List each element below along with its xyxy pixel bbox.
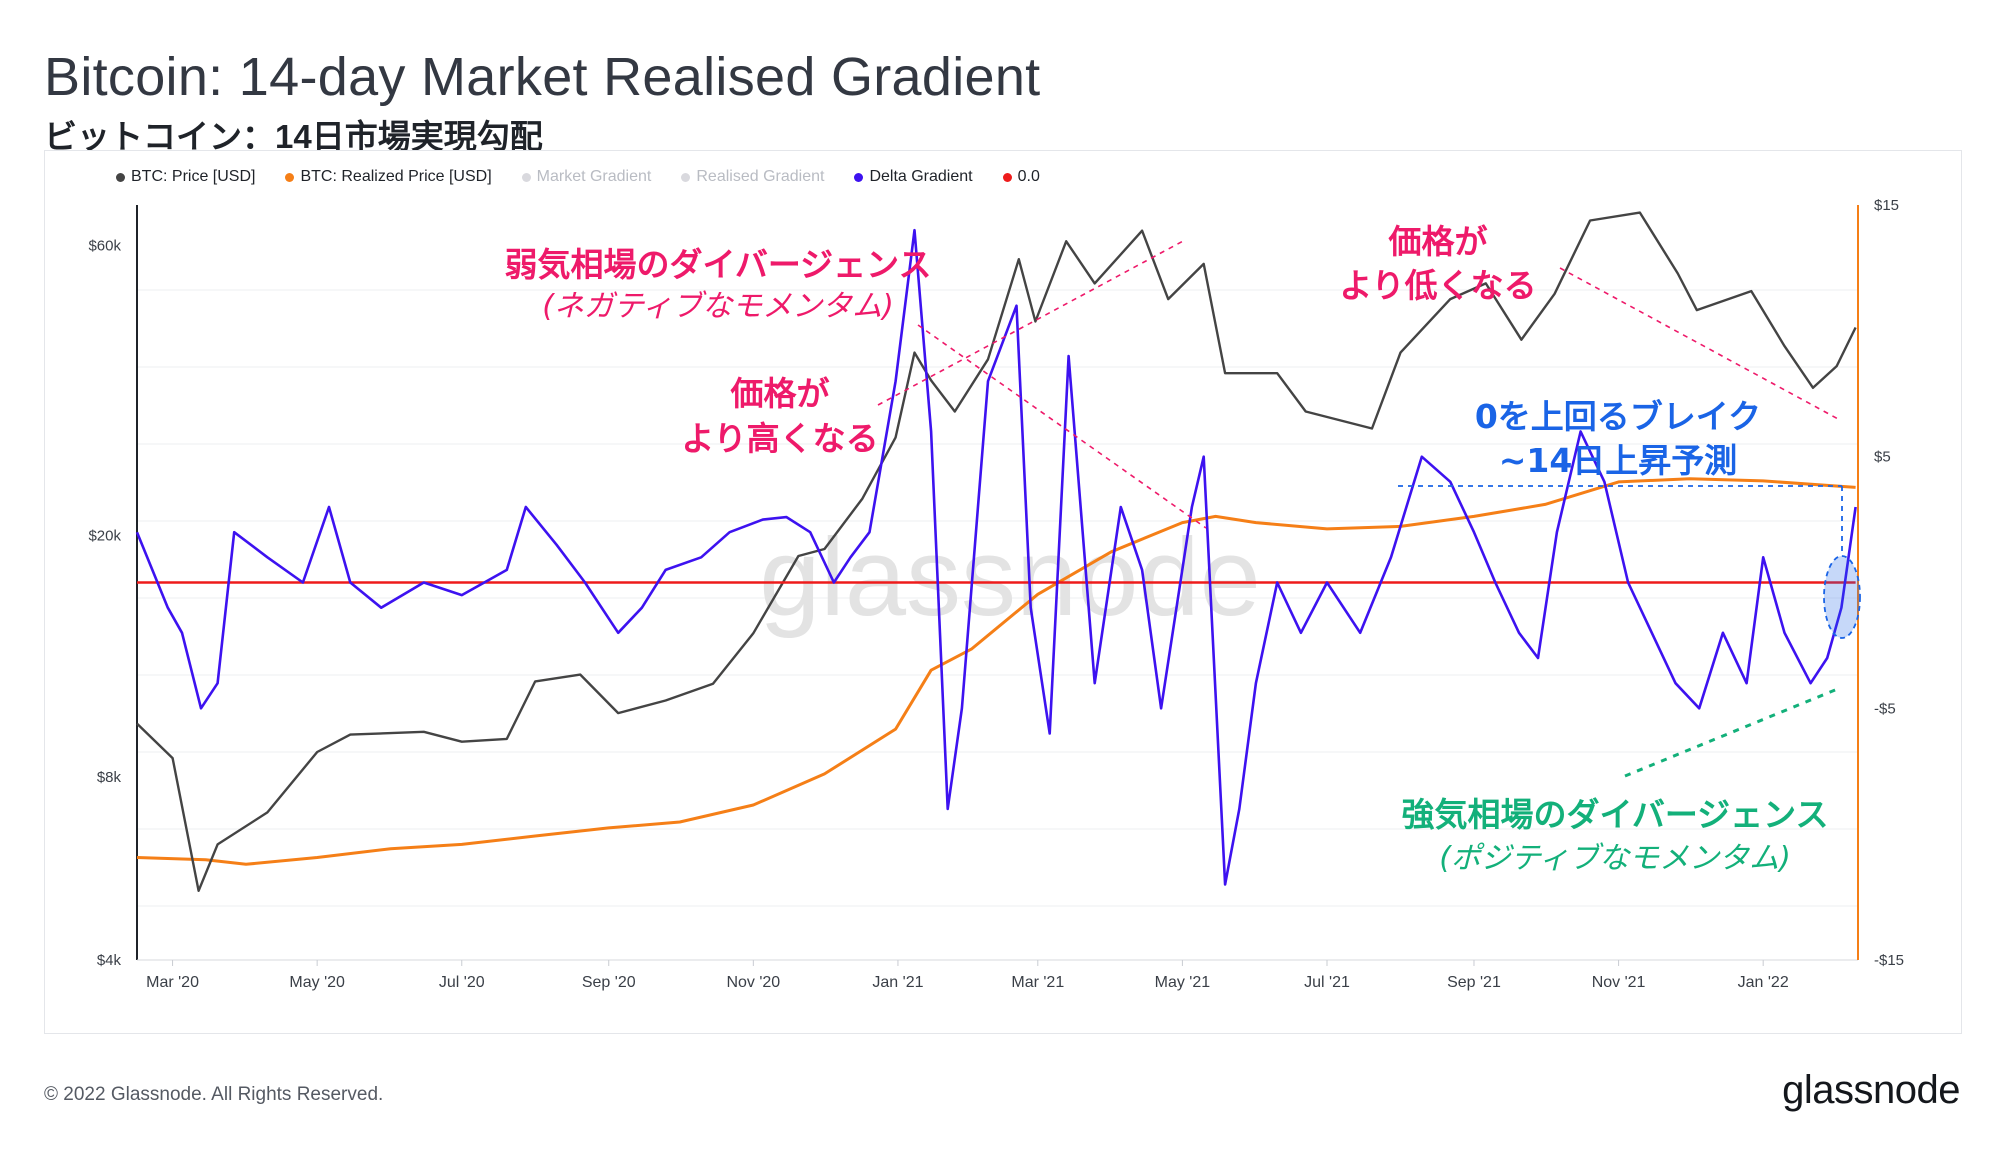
break-label-2: ~14日上昇予測 (1499, 441, 1738, 480)
copyright-footer: © 2022 Glassnode. All Rights Reserved. (44, 1084, 384, 1105)
x-tick-label: May '21 (1155, 974, 1211, 991)
bear-divergence-title: 弱気相場のダイバージェンス (504, 245, 931, 284)
y-right-tick-label: -$15 (1874, 952, 1904, 969)
legend: BTC: Price [USD] BTC: Realized Price [US… (116, 168, 1040, 186)
x-tick-label: Jul '20 (439, 974, 485, 991)
legend-item-realised-gradient[interactable]: Realised Gradient (681, 168, 824, 186)
y-right-tick-label: $15 (1874, 197, 1899, 214)
bear-divergence-subtitle: (ネガティブなモメンタム) (542, 289, 894, 324)
x-tick-label: Sep '21 (1447, 974, 1501, 991)
delta-gradient-line (135, 228, 1857, 886)
y-right-tick-label: $5 (1874, 449, 1891, 466)
x-tick-label: Mar '20 (146, 974, 199, 991)
realized-dot-icon (285, 172, 295, 182)
gridlines (137, 289, 1858, 907)
legend-label: Realised Gradient (696, 168, 825, 185)
chart-title: Bitcoin: 14-day Market Realised Gradient (44, 47, 1041, 107)
x-tick-label: Jul '21 (1304, 974, 1350, 991)
delta-lower-trend-line (917, 324, 1207, 529)
price-dot-icon (116, 172, 125, 182)
x-tick-label: Jan '21 (872, 974, 923, 991)
price-lower-trend-line (1559, 267, 1841, 421)
legend-item-zero[interactable]: 0.0 (1002, 168, 1040, 186)
x-tick-label: Jan '22 (1738, 974, 1789, 991)
realized-price-line (136, 477, 1856, 866)
price-lower-label-1: 価格が (1388, 222, 1488, 261)
break-label-1: 0を上回るブレイク (1475, 397, 1761, 436)
x-tick-label: May '20 (289, 974, 345, 991)
market-gradient-dot-icon (521, 172, 531, 182)
axes: Mar '20 May '20 Jul '20 Sep '20 Nov '20 Jan '… (88, 197, 1904, 991)
legend-label: Market Gradient (536, 168, 652, 185)
legend-label: BTC: Realized Price [USD] (300, 168, 492, 185)
bull-divergence-title: 強気相場のダイバージェンス (1401, 795, 1828, 834)
x-tick-label: Nov '21 (1592, 974, 1646, 991)
legend-label: Delta Gradient (869, 168, 973, 185)
legend-item-market-gradient[interactable]: Market Gradient (521, 168, 652, 186)
price-higher-trend-line (877, 239, 1186, 406)
chart-subtitle: ビットコイン：14日市場実現勾配 (44, 118, 543, 155)
legend-item-realized-price[interactable]: BTC: Realized Price [USD] (285, 168, 492, 186)
realised-gradient-dot-icon (681, 172, 691, 182)
price-line (136, 211, 1857, 892)
y-left-tick-label: $60k (88, 238, 121, 255)
x-tick-label: Sep '20 (582, 974, 636, 991)
y-left-tick-label: $8k (97, 769, 122, 786)
delta-dot-icon (854, 172, 864, 182)
price-higher-label-1: 価格が (730, 374, 830, 413)
x-tick-label: Nov '20 (726, 974, 780, 991)
y-right-tick-label: -$5 (1874, 700, 1896, 717)
break-highlight-ellipse (1823, 555, 1861, 639)
delta-higher-trend-line (1624, 686, 1841, 778)
legend-label: 0.0 (1017, 168, 1040, 185)
x-tick-label: Mar '21 (1011, 974, 1064, 991)
bull-divergence-subtitle: (ポジティブなモメンタム) (1439, 841, 1791, 876)
series-layer (135, 211, 1857, 892)
y-left-tick-label: $4k (97, 952, 122, 969)
legend-label: BTC: Price [USD] (131, 168, 256, 185)
glassnode-logo: glassnode (1782, 1068, 1960, 1112)
legend-item-price[interactable]: BTC: Price [USD] (116, 168, 255, 186)
zero-dot-icon (1002, 172, 1012, 182)
annotation-overlay: 弱気相場のダイバージェンス (ネガティブなモメンタム) 価格が より高くなる 価… (504, 222, 1861, 876)
price-higher-label-2: より高くなる (681, 419, 878, 458)
y-left-tick-label: $20k (88, 527, 121, 544)
legend-item-delta-gradient[interactable]: Delta Gradient (854, 168, 973, 186)
price-lower-label-2: より低くなる (1339, 266, 1536, 305)
